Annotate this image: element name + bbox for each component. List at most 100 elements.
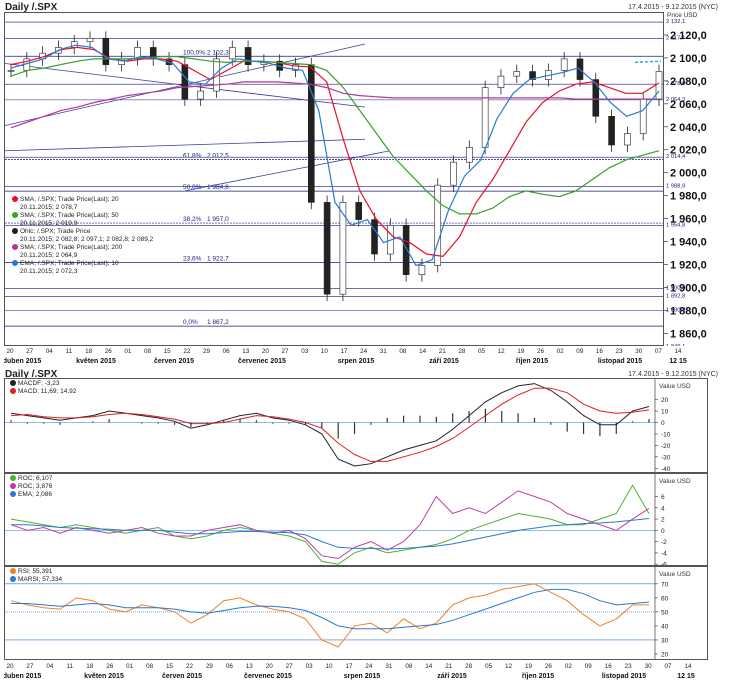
x-tick-label: 27 <box>26 348 34 355</box>
fib-value-label: 1 984,8 <box>207 184 229 191</box>
candle-body <box>181 64 189 100</box>
lower-x-tick-label: 27 <box>26 663 34 670</box>
x-month-label: září 2015 <box>429 358 459 365</box>
indicator-y-tick-label: -30 <box>661 454 671 461</box>
rsi-plot[interactable]: Value USD 70 60 50 40 30 20 <box>4 566 708 660</box>
legend-label: Ohlc; /.SPX; Trade Price <box>20 228 91 235</box>
lower-x-month-label: listopad 2015 <box>602 673 646 680</box>
x-tick-label: 17 <box>340 348 348 355</box>
x-tick-label: 04 <box>46 348 54 355</box>
indicator-y-tick-label: 70 <box>661 581 669 588</box>
x-tick-label: 31 <box>380 348 388 355</box>
x-tick-label: 14 <box>674 348 682 355</box>
lower-x-tick-label: 18 <box>86 663 94 670</box>
legend-label: MARSI; 57,334 <box>18 576 63 583</box>
lower-x-tick-label: 04 <box>46 663 54 670</box>
lower-x-month-label: 12 15 <box>677 673 695 680</box>
legend-swatch <box>12 228 18 234</box>
candle-body <box>323 202 331 295</box>
price-legend: SMA; /.SPX; Trade Price(Last); 20 20.11.2… <box>12 196 153 276</box>
x-tick-label: 30 <box>635 348 643 355</box>
x-tick-label: 24 <box>360 348 368 355</box>
legend-swatch <box>12 244 18 250</box>
roc-plot[interactable]: Value USD 6 4 2 0 -2 -4 -6 <box>4 473 708 566</box>
axis-mark-label: 1 880,8 <box>666 308 685 314</box>
legend-entry: EMA; /.SPX; Trade Price(Last); 10 <box>12 260 153 268</box>
lower-x-month-label: červenec 2015 <box>244 673 292 680</box>
x-tick-label: 07 <box>655 348 663 355</box>
lower-x-axis: 20 27 04 11 18 26 01 08 15 22 29 06 13 20 27 03 10 17 24 31… <box>4 663 695 680</box>
legend-value: 20.11.2015; 2 019,9 <box>20 220 78 227</box>
indicator-y-tick-label: 20 <box>661 397 669 404</box>
indicator-y-tick-label: 0 <box>661 528 665 535</box>
legend-entry: MACD; 11,69; 14,92 <box>10 388 76 396</box>
candle-body <box>624 133 631 146</box>
lower-x-tick-label: 28 <box>465 663 473 670</box>
x-month-label: červenec 2015 <box>238 358 286 365</box>
axis-mark-label: 2 132,1 <box>666 19 685 25</box>
lower-x-tick-label: 26 <box>106 663 114 670</box>
x-tick-label: 15 <box>164 348 172 355</box>
lower-x-tick-label: 03 <box>306 663 314 670</box>
candle-body <box>497 75 505 88</box>
y-tick-label: 1 880,0 <box>670 305 707 317</box>
legend-label: MACD; 11,69; 14,92 <box>18 388 77 395</box>
macd-plot[interactable]: Value USD 20 10 0 -10 -20 -30 -40 <box>4 378 708 473</box>
x-month-label: duben 2015 <box>4 358 41 365</box>
y-tick-label: 2 020,0 <box>670 145 707 157</box>
legend-label: ROC; 6,107 <box>18 475 53 482</box>
candle-body <box>134 47 141 60</box>
fib-label: 38,2% <box>183 216 202 223</box>
x-tick-label: 29 <box>203 348 211 355</box>
indicator-y-tick-label: 20 <box>661 651 669 658</box>
axis-mark-label: 1 988,9 <box>666 183 685 189</box>
x-month-label: 12 15 <box>669 358 687 365</box>
lower-x-month-label: září 2015 <box>437 673 467 680</box>
x-tick-label: 22 <box>183 348 191 355</box>
roc-chart-svg: Value USD 6 4 2 0 -2 -4 -6 <box>5 474 691 566</box>
lower-x-tick-label: 31 <box>385 663 393 670</box>
candle-body <box>418 265 426 275</box>
fib-label: 61,8% <box>183 152 202 159</box>
lower-x-tick-label: 16 <box>605 663 613 670</box>
indicator-y-tick-label: 0 <box>661 420 665 427</box>
indicator-y-tick-label: -10 <box>661 431 671 438</box>
y-tick-label: 2 120,0 <box>670 30 707 42</box>
lower-x-tick-label: 14 <box>684 663 692 670</box>
indicator-y-tick-label: -2 <box>661 539 667 546</box>
legend-swatch <box>10 576 16 582</box>
indicator-line <box>10 484 650 565</box>
candle-body <box>560 58 568 71</box>
lower-x-tick-label: 15 <box>166 663 174 670</box>
candle-body <box>197 90 204 100</box>
axis-mark-label: 1 900,0 <box>666 285 685 291</box>
indicator-y-tick-label: -4 <box>661 550 667 557</box>
x-tick-label: 27 <box>282 348 290 355</box>
legend-swatch <box>10 388 16 394</box>
lower-x-tick-label: 27 <box>286 663 294 670</box>
legend-value: 20.11.2015; 2 072,3 <box>20 268 78 275</box>
fib-label: 0,0% <box>183 319 198 326</box>
fib-value-label: 2 012,5 <box>207 152 229 159</box>
legend-entry: EMA; 2,086 <box>10 491 52 499</box>
legend-entry: SMA; /.SPX; Trade Price(Last); 200 <box>12 244 153 252</box>
indicator-y-tick-label: -6 <box>661 562 667 566</box>
x-tick-label: 26 <box>105 348 113 355</box>
legend-label: EMA; /.SPX; Trade Price(Last); 10 <box>20 260 119 267</box>
lower-x-tick-label: 08 <box>146 663 154 670</box>
candle-body <box>244 47 252 65</box>
candle-body <box>481 87 489 148</box>
lower-x-month-label: červen 2015 <box>162 673 202 680</box>
y-tick-label: 1 940,0 <box>670 237 707 249</box>
candle-body <box>592 79 600 117</box>
candle-body <box>450 161 457 186</box>
x-tick-label: 14 <box>419 348 427 355</box>
lower-x-tick-label: 10 <box>326 663 334 670</box>
x-tick-label: 02 <box>557 348 565 355</box>
indicator-y-tick-label: 50 <box>661 609 669 616</box>
candle-body <box>228 47 236 60</box>
lower-x-tick-label: 05 <box>485 663 493 670</box>
lower-x-tick-label: 24 <box>365 663 373 670</box>
y-tick-label: 2 060,0 <box>670 99 707 111</box>
price-plot[interactable]: 100,0% 2 102,3 61,8% 2 012,5 50,0% 1 984,8 38,… <box>4 12 664 346</box>
